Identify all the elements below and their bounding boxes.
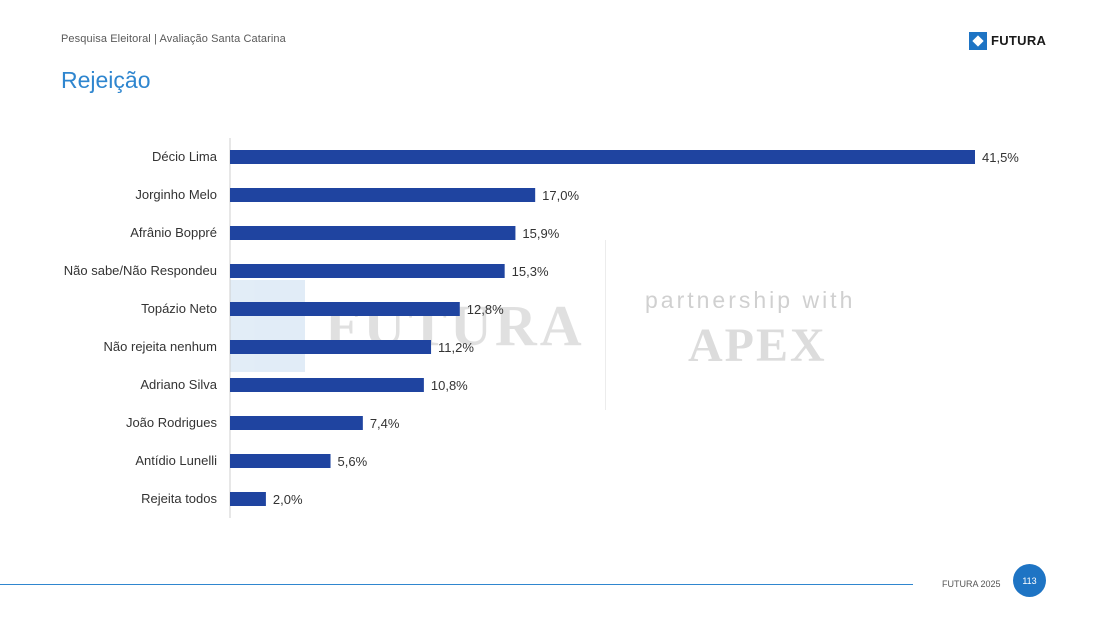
- bar: [230, 302, 460, 316]
- bar-value-label: 2,0%: [273, 492, 303, 507]
- bar: [230, 150, 975, 164]
- category-label: Topázio Neto: [141, 301, 217, 316]
- footer-divider: [0, 584, 913, 585]
- bar: [230, 416, 363, 430]
- watermark-logo-icon: [230, 280, 305, 372]
- bar-value-label: 17,0%: [542, 188, 579, 203]
- bar-value-label: 15,9%: [522, 226, 559, 241]
- bar-value-label: 12,8%: [467, 302, 504, 317]
- report-subtitle: Pesquisa Eleitoral | Avaliação Santa Cat…: [61, 33, 286, 45]
- bar: [230, 454, 331, 468]
- bar: [230, 378, 424, 392]
- category-label: Afrânio Boppré: [130, 225, 217, 240]
- category-label: Não sabe/Não Respondeu: [64, 263, 217, 278]
- bar-value-label: 5,6%: [338, 454, 368, 469]
- category-label: Décio Lima: [152, 149, 218, 164]
- category-label: Não rejeita nenhum: [104, 339, 217, 354]
- bar-value-label: 7,4%: [370, 416, 400, 431]
- watermark-partner-name: APEX: [688, 319, 827, 372]
- bar: [230, 188, 536, 202]
- bar-value-label: 11,2%: [438, 340, 474, 355]
- page-number-badge: 113: [1013, 564, 1046, 597]
- category-label: Rejeita todos: [141, 491, 217, 506]
- logo-text: FUTURA: [991, 33, 1047, 48]
- bar-value-label: 10,8%: [431, 378, 468, 393]
- footer-brand-year: FUTURA 2025: [942, 579, 1001, 589]
- bar-value-label: 15,3%: [512, 264, 549, 279]
- bar-value-label: 41,5%: [982, 150, 1019, 165]
- page-title: Rejeição: [61, 67, 151, 93]
- brand-logo: FUTURA: [969, 30, 1046, 51]
- category-label: Jorginho Melo: [135, 187, 217, 202]
- bar: [230, 340, 432, 354]
- bar: [230, 226, 516, 240]
- bar: [230, 492, 266, 506]
- futura-logo-icon: [969, 31, 987, 50]
- bar: [230, 264, 505, 278]
- category-label: João Rodrigues: [126, 415, 218, 430]
- category-label: Adriano Silva: [140, 377, 217, 392]
- category-label: Antídio Lunelli: [135, 453, 217, 468]
- watermark-divider: [605, 240, 606, 410]
- watermark-partner-text: partnership with: [645, 287, 856, 313]
